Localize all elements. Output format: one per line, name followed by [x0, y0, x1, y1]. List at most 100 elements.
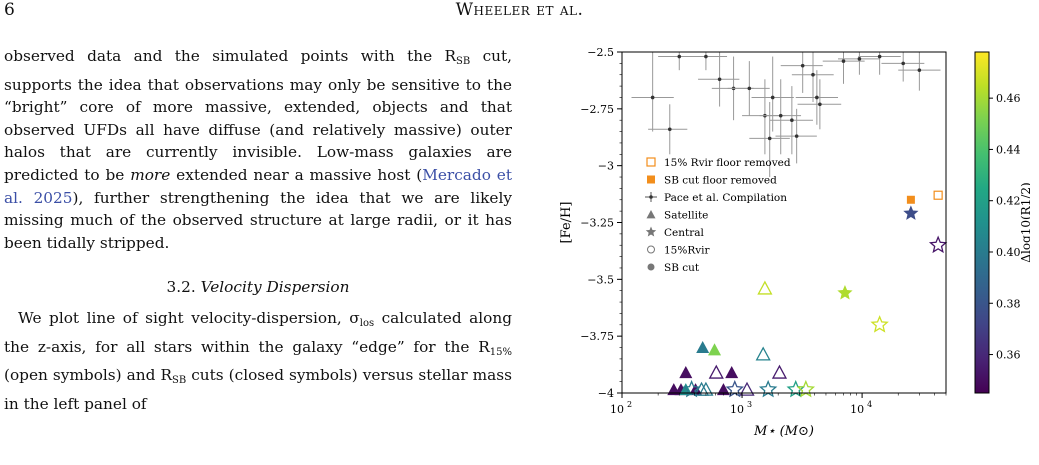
pace-point [790, 118, 794, 122]
page-number: 6 [4, 0, 15, 20]
paragraph-1: observed data and the simulated points w… [4, 45, 512, 254]
pace-errorbar-point [780, 52, 823, 93]
colorbar-tick-label: 0.46 [996, 92, 1021, 105]
pace-errorbar-point [822, 52, 865, 84]
para1-subscript: SB [456, 56, 471, 67]
pace-point [815, 95, 819, 100]
para2-text-d: cuts (closed symbols) versus stellar mas… [4, 366, 512, 413]
para2-text-b: calculated along the z-axis, for all sta… [4, 308, 512, 356]
pace-point [877, 54, 882, 59]
legend-item: Pace et al. Compilation [645, 192, 787, 204]
para1-text-d: ), further strengthening the idea that w… [4, 188, 513, 252]
triangle-marker [708, 364, 724, 379]
text-column: observed data and the simulated points w… [4, 45, 512, 415]
section-number: 3.2. [166, 278, 196, 297]
colorbar-tick-label: 0.38 [996, 297, 1021, 310]
pace-point [800, 63, 805, 68]
para2-subscript-15: 15% [489, 346, 512, 358]
legend-label: Pace et al. Compilation [664, 192, 787, 204]
triangle-marker [679, 366, 693, 379]
pace-point [901, 61, 905, 66]
legend-item: Satellite [646, 210, 708, 222]
citation-link[interactable]: Mercado et al. 2025 [4, 165, 512, 207]
x-tick-label: 10 [850, 403, 864, 416]
legend-label: SB cut floor removed [664, 175, 777, 187]
triangle-marker [771, 364, 788, 379]
pace-errorbar-point [751, 56, 794, 132]
para1-text-b: cut, supports the idea that observations… [4, 47, 512, 184]
running-title: Wheeler et al. [455, 0, 584, 20]
pace-point [917, 68, 922, 72]
pace-errorbar-point [698, 52, 740, 107]
legend-marker [647, 263, 655, 271]
legend-item: 15% Rvir floor removed [646, 157, 791, 169]
pace-point [778, 113, 783, 118]
pace-point [767, 136, 772, 141]
x-axis-label: M⋆ (M⊙) [753, 424, 814, 439]
pace-errorbar-point [727, 61, 770, 116]
triangle-marker [708, 343, 722, 356]
pace-point [841, 59, 846, 63]
pace-point [818, 102, 822, 107]
plot-frame [621, 51, 947, 394]
star-marker [837, 284, 853, 300]
legend-marker [649, 195, 653, 199]
x-tick-exponent: 4 [867, 400, 872, 409]
pace-errorbar-point [648, 104, 688, 155]
page-header: 6 Wheeler et al. [0, 0, 1039, 22]
legend-label: 15%Rvir [664, 245, 711, 257]
legend-label: 15% Rvir floor removed [664, 157, 791, 169]
pace-point [857, 57, 862, 61]
y-tick-label: −3 [598, 160, 614, 173]
pace-errorbar-point [658, 52, 701, 71]
y-tick-label: −3.75 [580, 330, 614, 343]
legend-marker [647, 175, 655, 184]
legend-label: SB cut [664, 262, 700, 274]
pace-errorbar-point [684, 52, 728, 71]
x-tick-exponent: 2 [627, 400, 632, 409]
para2-subscript-sb: SB [171, 375, 187, 387]
pace-errorbar-point [775, 108, 817, 164]
pace-point [650, 95, 655, 100]
pace-point [811, 72, 815, 77]
triangle-marker [696, 341, 710, 354]
pace-errorbar-point [759, 79, 802, 155]
y-tick-label: −3.5 [587, 273, 614, 286]
x-tick-label: 10 [610, 403, 624, 416]
pace-errorbar-point [898, 52, 941, 91]
x-tick-exponent: 3 [747, 400, 752, 409]
pace-errorbar-point [881, 52, 925, 82]
legend-item: 15%Rvir [647, 245, 711, 257]
floor-removed-marker [906, 195, 915, 204]
triangle-marker [693, 381, 710, 396]
pace-point [770, 95, 775, 100]
y-tick-label: −2.5 [587, 46, 614, 59]
floor-removed-marker [933, 190, 943, 200]
triangle-marker [755, 346, 771, 361]
pace-errorbar-point [838, 52, 880, 75]
legend-marker [645, 226, 657, 237]
pace-point [717, 77, 722, 82]
legend-label: Satellite [664, 210, 708, 222]
para2-subscript-los: los [359, 317, 375, 329]
pace-errorbar-point [769, 86, 814, 155]
pace-point [794, 134, 799, 138]
pace-errorbar-point [791, 52, 834, 103]
pace-errorbar-point [795, 70, 839, 125]
pace-errorbar-point [858, 52, 901, 75]
legend-marker [646, 157, 656, 167]
pace-errorbar-point [749, 102, 790, 178]
colorbar [974, 51, 990, 394]
legend-item: SB cut floor removed [647, 175, 777, 187]
star-marker [903, 205, 919, 220]
star-marker [928, 235, 948, 254]
pace-point [704, 54, 708, 59]
para2-text: We plot line of sight velocity-dispersio… [18, 308, 360, 327]
legend-label: Central [664, 227, 705, 239]
para1-text: observed data and the simulated points w… [4, 47, 456, 65]
star-marker [725, 379, 744, 398]
colorbar-tick-label: 0.44 [996, 143, 1021, 156]
section-title: Velocity Dispersion [200, 278, 350, 297]
pace-point [677, 54, 682, 59]
triangle-marker [689, 383, 703, 396]
